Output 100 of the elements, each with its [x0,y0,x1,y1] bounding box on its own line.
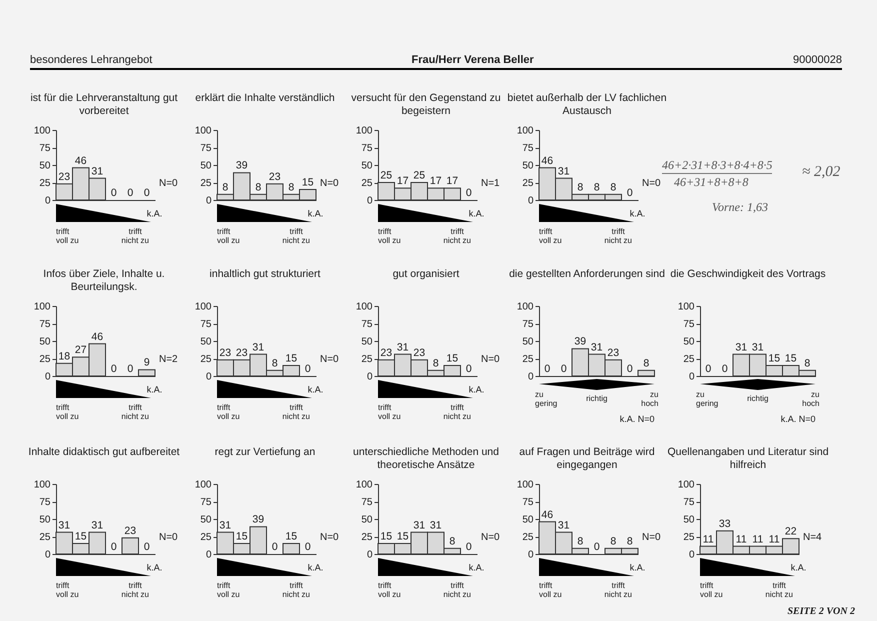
data-label: 0 [110,187,117,199]
text: zu gering [696,390,718,408]
text: trifft nicht zu [443,227,471,245]
data-label: 0 [466,363,472,375]
data-label: 31 [91,519,104,532]
data-label: 0 [466,541,472,553]
text: trifft voll zu [539,227,562,245]
chart-title: ist für die Lehrveranstaltung gut vorbereitet [29,92,179,118]
data-label: 8 [577,181,584,194]
data-label: 25 [380,170,392,182]
x-tick-label: k.A. [790,562,806,572]
data-label: 46 [541,508,554,521]
chart-title: unterschiedliche Methoden und theoretische Ansätze [352,446,500,472]
text: trifft nicht zu [604,227,632,245]
data-label: 0 [626,363,633,375]
data-label: 8 [255,181,262,194]
y-tick-label: 0 [44,196,51,206]
data-label: 0 [110,541,117,553]
data-label: 11 [752,533,764,546]
data-label: 39 [236,160,248,172]
chart-title: versucht für den Gegenstand zu begeistern [350,92,502,118]
text: trifft nicht zu [282,581,310,599]
data-label: 0 [127,363,134,375]
chart-title: Inhalte didaktisch gut aufbereitet [27,446,181,459]
y-tick-label: 100 [678,480,695,490]
text: 90000028 [793,54,842,66]
data-label: 15 [446,352,458,364]
text: N=0 [642,532,661,543]
data-label: 18 [58,350,70,362]
y-tick-label: 75 [200,143,212,154]
data-label: 46 [74,154,87,167]
data-label: 15 [74,530,87,542]
chart-title: regt zur Vertiefung an [214,446,316,459]
y-tick-label: 0 [688,550,695,560]
y-tick-label: 25 [683,354,695,365]
chart-title: Infos über Ziele, Inhalte u. Beurteilungsk. [42,268,166,294]
y-tick-label: 0 [528,372,534,382]
data-label: 31 [91,165,104,178]
data-label: 0 [466,187,472,199]
data-label: 15 [380,530,392,542]
y-tick-label: 100 [356,480,373,490]
chart-title: erklärt die Inhalte verständlich [194,92,336,105]
y-tick-label: 50 [522,514,534,526]
data-label: 0 [722,363,728,375]
text: trifft nicht zu [282,403,310,421]
data-label: 15 [784,352,797,364]
y-tick-label: 100 [516,302,534,312]
y-tick-label: 25 [361,178,373,189]
y-tick-label: 75 [522,319,534,330]
text: zu hoch [802,390,820,408]
data-label: 27 [74,344,87,356]
data-label: 31 [430,519,442,532]
y-tick-label: 50 [683,514,695,526]
x-tick-label: k.A. [468,562,484,572]
data-label: 0 [705,363,712,375]
y-tick-label: 100 [516,480,534,490]
y-tick-label: 0 [366,550,373,560]
y-tick-label: 0 [366,196,373,206]
x-tick-label: k.A. [468,384,484,394]
y-tick-label: 50 [361,336,373,348]
data-label: 31 [558,519,570,532]
x-tick-label: k.A. [630,208,646,218]
y-tick-label: 50 [200,160,212,172]
text: N=0 [159,178,178,189]
y-tick-label: 50 [683,336,695,348]
y-tick-label: 25 [39,178,51,189]
y-tick-label: 50 [39,514,51,526]
data-label: 0 [544,363,550,375]
y-tick-label: 50 [39,336,51,348]
text: trifft voll zu [56,581,79,599]
text: trifft nicht zu [443,581,471,599]
data-label: 33 [718,518,731,530]
chart-title: Quellenangaben und Literatur sind hilfreich [666,446,830,472]
text: trifft voll zu [378,403,401,421]
text: k.A. N=0 [620,414,654,424]
y-tick-label: 0 [206,196,212,206]
chart-title: die gestellten Anforderungen sind [508,268,666,281]
text: k.A. N=0 [780,414,816,424]
text: trifft voll zu [217,227,240,245]
data-label: 8 [222,181,228,194]
data-label: 23 [236,346,248,359]
data-label: 8 [610,535,616,548]
y-tick-label: 25 [522,354,534,365]
y-tick-label: 50 [361,160,373,172]
y-tick-label: 100 [356,302,373,312]
y-tick-label: 75 [200,497,212,508]
data-label: 39 [252,514,264,526]
y-tick-label: 50 [200,514,212,526]
y-tick-label: 25 [683,532,695,543]
text: trifft voll zu [56,227,79,245]
data-label: 23 [380,346,392,359]
y-tick-label: 25 [361,354,373,365]
x-tick-label: k.A. [308,562,324,572]
x-tick-label: k.A. [308,384,324,394]
y-tick-label: 100 [194,126,212,136]
text: trifft voll zu [56,403,79,421]
y-tick-label: 25 [39,532,51,543]
text: trifft nicht zu [121,581,149,599]
data-label: 23 [607,346,620,359]
y-tick-label: 75 [361,497,373,508]
